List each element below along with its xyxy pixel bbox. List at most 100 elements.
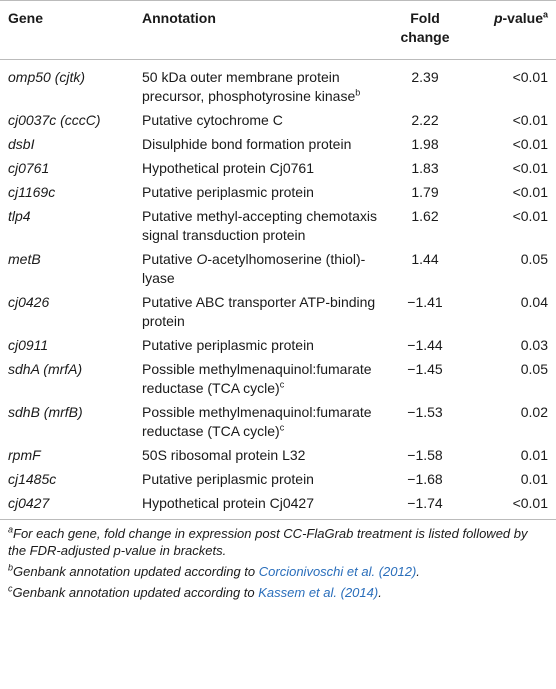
fold-cell: 1.44 [411,251,439,267]
p-value-cell: <0.01 [512,136,548,152]
gene-cell: dsbI [8,136,35,152]
fold-cell: 2.39 [411,69,439,85]
table-body: omp50 (cjtk) 50 kDa outer membrane protei… [0,60,556,520]
gene-cell: cj0761 [8,160,50,176]
table-row: cj0426 Putative ABC transporter ATP-bindi… [0,291,556,334]
data-table: Gene Annotation Fold change p-valuea omp… [0,0,556,520]
gene-cell: cj0037c (cccC) [8,112,101,128]
text-segment: For each gene, fold change in expression… [8,526,528,558]
text-segment: Genbank annotation updated according to [12,585,259,600]
text-segment: Putative cytochrome C [142,112,283,128]
header-cell: Gene [0,0,134,60]
p-value-cell: 0.04 [520,294,548,310]
table-row: cj0037c (cccC) Putative cytochrome C 2.22 <… [0,109,556,133]
superscript: a [542,9,548,20]
annotation-cell: Putative periplasmic protein [134,334,385,358]
text-segment: Putative periplasmic protein [142,184,314,200]
gene-cell: cj0911 [8,337,49,353]
fold-cell: −1.45 [407,361,443,377]
header-cell: p-valuea [465,0,556,60]
annotation-cell: Hypothetical protein Cj0761 [134,157,385,181]
text-segment: -acetylhomoserine (thiol)-lyase [142,251,366,286]
footnote: bGenbank annotation updated according to… [8,563,548,580]
gene-cell: sdhA (mrfA) [8,361,83,377]
text-segment: Putative ABC transporter ATP-binding pro… [142,294,376,329]
p-value-cell: 0.03 [520,337,548,353]
gene-cell: cj0427 [0,492,134,520]
fold-cell: 1.83 [411,160,439,176]
text-segment: 50S ribosomal protein L32 [142,447,306,463]
annotation-cell: 50S ribosomal protein L32 [134,444,385,468]
p-value-cell: 0.05 [520,361,548,377]
superscript: c [8,583,13,594]
header-cell: Fold change [385,0,465,60]
p-value-cell: <0.01 [512,184,548,200]
text-segment[interactable]: Kassem et al. (2014) [258,585,379,600]
superscript: b [355,87,361,98]
table-row: metB Putative O-acetylhomoserine (thiol)-… [0,248,556,291]
text-segment: 50 kDa outer membrane protein precursor,… [142,69,356,104]
text-segment: -value [502,10,543,26]
p-value-cell: 0.01 [520,447,548,463]
annotation-cell: Disulphide bond formation protein [134,133,385,157]
table-row: sdhB (mrfB) Possible methylmenaquinol:fum… [0,401,556,444]
text-segment: Putative [142,251,197,267]
text-segment: . [416,564,420,579]
header-cell: Annotation [134,0,385,60]
text-segment: Hypothetical protein Cj0427 [142,495,314,511]
p-value-cell: <0.01 [512,69,548,85]
table-row: cj0911 Putative periplasmic protein −1.44 0… [0,334,556,358]
table-row: dsbI Disulphide bond formation protein 1.9… [0,133,556,157]
text-segment: Putative periplasmic protein [142,471,314,487]
fold-cell: 1.98 [411,136,439,152]
p-value-cell: <0.01 [512,160,548,176]
table-row: cj0427 Hypothetical protein Cj0427 −1.74 <0… [0,492,556,520]
gene-cell: cj1485c [8,471,57,487]
footnote: cGenbank annotation updated according to… [8,584,548,601]
table-row: cj1169c Putative periplasmic protein 1.79 <… [0,181,556,205]
text-segment: Disulphide bond formation protein [142,136,352,152]
text-segment: . [378,585,382,600]
p-value-cell: 0.01 [520,471,548,487]
text-segment[interactable]: Corcionivoschi et al. (2012) [258,564,417,579]
fold-cell: 1.79 [411,184,439,200]
text-segment: Putative periplasmic protein [142,337,314,353]
text-segment: Possible methylmenaquinol:fumarate reduc… [142,404,372,439]
annotation-cell: Possible methylmenaquinol:fumarate reduc… [134,358,385,401]
footnote: aFor each gene, fold change in expressio… [8,525,548,559]
gene-cell: cj1169c [8,184,56,200]
header-row: Gene Annotation Fold change p-valuea [0,0,556,60]
table-row: rpmF 50S ribosomal protein L32 −1.58 0.01 [0,444,556,468]
fold-cell: −1.74 [385,492,465,520]
gene-cell: rpmF [8,447,41,463]
annotation-cell: Putative cytochrome C [134,109,385,133]
superscript: c [279,379,285,390]
superscript: b [8,562,14,573]
superscript: a [8,524,14,535]
table-row: cj0761 Hypothetical protein Cj0761 1.83 <0.… [0,157,556,181]
text-segment: Putative methyl-accepting chemotaxis sig… [142,208,377,243]
gene-cell: tlp4 [8,208,31,224]
fold-cell: −1.44 [407,337,443,353]
text-segment: Genbank annotation updated according to [13,564,259,579]
p-value-cell: <0.01 [512,112,548,128]
annotation-cell: 50 kDa outer membrane protein precursor,… [134,60,385,110]
p-value-cell: 0.02 [520,404,548,420]
fold-cell: −1.68 [407,471,443,487]
annotation-cell: Putative methyl-accepting chemotaxis sig… [134,205,385,248]
fold-cell: 2.22 [411,112,439,128]
table-row: cj1485c Putative periplasmic protein −1.68… [0,468,556,492]
p-value-cell: <0.01 [512,208,548,224]
annotation-cell: Possible methylmenaquinol:fumarate reduc… [134,401,385,444]
gene-cell: cj0426 [8,294,50,310]
text-segment: p [493,10,503,26]
text-segment: Hypothetical protein Cj0761 [142,160,314,176]
table-row: tlp4 Putative methyl-accepting chemotaxis… [0,205,556,248]
table-row: sdhA (mrfA) Possible methylmenaquinol:fum… [0,358,556,401]
fold-cell: −1.58 [407,447,443,463]
gene-cell: sdhB (mrfB) [8,404,83,420]
annotation-cell: Putative periplasmic protein [134,181,385,205]
text-segment: O [196,251,208,267]
annotation-cell: Putative ABC transporter ATP-binding pro… [134,291,385,334]
